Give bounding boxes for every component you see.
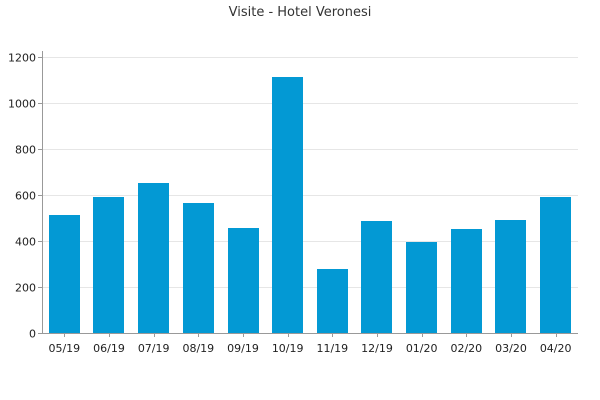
x-tick-labels: 05/19 06/19 07/19 08/19 09/19 10/19 11/19 12/19… [48,342,571,355]
bar-08-19 [183,203,214,333]
x-tick-label: 10/19 [272,342,304,355]
bar-11-19 [317,269,348,333]
x-tick-label: 06/19 [93,342,125,355]
y-tick-labels: 0 200 400 600 800 1000 1200 [8,52,36,341]
bars [49,77,571,333]
bar-04-20 [540,197,571,333]
y-tick-label: 400 [15,236,36,249]
bar-07-19 [138,183,169,333]
x-tick-label: 01/20 [406,342,438,355]
bar-06-19 [93,197,124,333]
y-tick-label: 600 [15,190,36,203]
bar-01-20 [406,242,437,333]
y-tick-label: 1000 [8,98,36,111]
bar-12-19 [361,221,392,333]
y-tick-label: 0 [29,328,36,341]
x-tick-label: 02/20 [450,342,482,355]
axes [38,51,578,337]
x-tick-label: 03/20 [495,342,527,355]
y-tick-label: 800 [15,144,36,157]
bar-10-19 [272,77,303,333]
x-tick-label: 09/19 [227,342,259,355]
x-tick-label: 11/19 [316,342,348,355]
x-tick-label: 04/20 [540,342,572,355]
bar-05-19 [49,215,80,333]
y-tick-label: 200 [15,282,36,295]
bar-09-19 [228,228,259,333]
x-tick-label: 07/19 [138,342,170,355]
x-tick-label: 12/19 [361,342,393,355]
x-tick-label: 08/19 [182,342,214,355]
gridlines [42,57,578,288]
x-tick-label: 05/19 [48,342,80,355]
y-tick-label: 1200 [8,52,36,65]
bar-02-20 [451,229,482,333]
bar-03-20 [495,220,526,333]
chart-title: Visite - Hotel Veronesi [229,5,372,20]
